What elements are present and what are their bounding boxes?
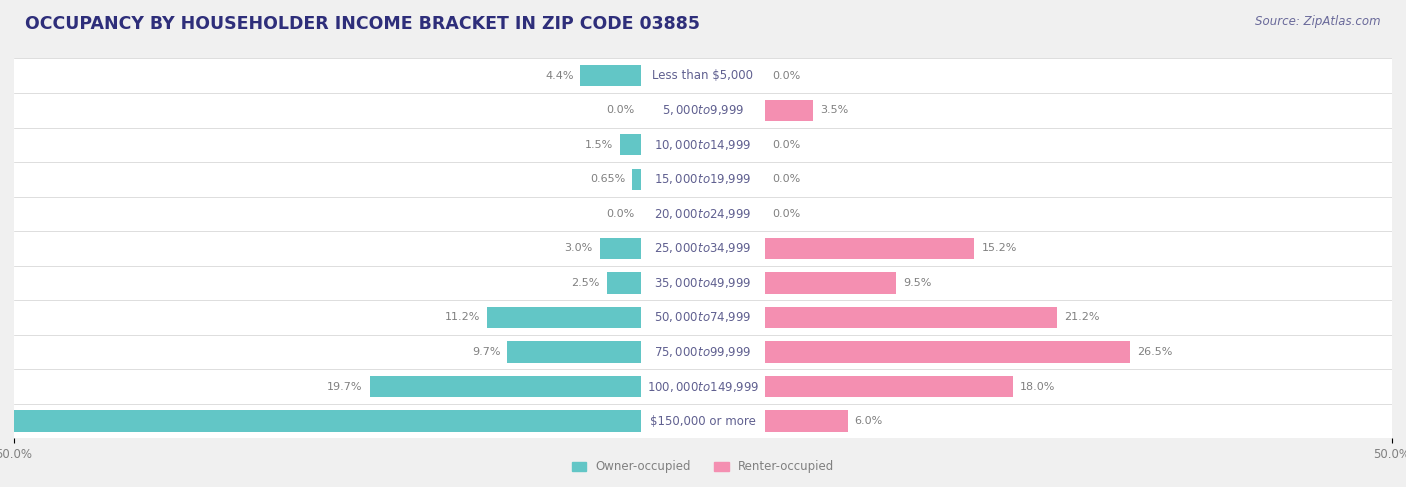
Bar	[581, 65, 641, 86]
Bar	[370, 376, 641, 397]
Text: $50,000 to $74,999: $50,000 to $74,999	[654, 310, 752, 324]
Bar	[606, 272, 641, 294]
Text: 0.0%: 0.0%	[606, 209, 634, 219]
Text: $5,000 to $9,999: $5,000 to $9,999	[662, 103, 744, 117]
Text: 15.2%: 15.2%	[981, 244, 1017, 253]
Text: 18.0%: 18.0%	[1019, 381, 1056, 392]
Bar	[14, 128, 1392, 162]
Bar	[14, 197, 1392, 231]
Bar	[486, 307, 641, 328]
Text: $75,000 to $99,999: $75,000 to $99,999	[654, 345, 752, 359]
Text: $15,000 to $19,999: $15,000 to $19,999	[654, 172, 752, 187]
Text: 9.5%: 9.5%	[903, 278, 931, 288]
Text: 0.65%: 0.65%	[591, 174, 626, 184]
Bar	[620, 134, 641, 155]
Bar	[765, 341, 1130, 363]
Text: 19.7%: 19.7%	[328, 381, 363, 392]
Bar	[14, 300, 1392, 335]
Text: $100,000 to $149,999: $100,000 to $149,999	[647, 379, 759, 393]
Bar	[14, 58, 1392, 93]
Text: 2.5%: 2.5%	[571, 278, 599, 288]
Text: 26.5%: 26.5%	[1137, 347, 1173, 357]
Bar	[14, 404, 1392, 438]
Bar	[765, 376, 1012, 397]
Text: Source: ZipAtlas.com: Source: ZipAtlas.com	[1256, 15, 1381, 28]
Bar	[14, 335, 1392, 369]
Bar	[633, 169, 641, 190]
Bar	[508, 341, 641, 363]
Text: 11.2%: 11.2%	[444, 313, 479, 322]
Bar	[765, 238, 974, 259]
Bar	[765, 272, 896, 294]
Text: OCCUPANCY BY HOUSEHOLDER INCOME BRACKET IN ZIP CODE 03885: OCCUPANCY BY HOUSEHOLDER INCOME BRACKET …	[25, 15, 700, 33]
Text: $10,000 to $14,999: $10,000 to $14,999	[654, 138, 752, 152]
Bar	[14, 265, 1392, 300]
Text: 3.0%: 3.0%	[565, 244, 593, 253]
Bar	[14, 93, 1392, 128]
Text: $25,000 to $34,999: $25,000 to $34,999	[654, 242, 752, 255]
Text: 0.0%: 0.0%	[772, 71, 800, 81]
Text: $20,000 to $24,999: $20,000 to $24,999	[654, 207, 752, 221]
Text: 0.0%: 0.0%	[772, 174, 800, 184]
Bar	[14, 231, 1392, 265]
Text: 1.5%: 1.5%	[585, 140, 613, 150]
Bar	[14, 369, 1392, 404]
Bar	[765, 307, 1057, 328]
Text: 0.0%: 0.0%	[606, 105, 634, 115]
Text: Less than $5,000: Less than $5,000	[652, 69, 754, 82]
Text: 3.5%: 3.5%	[820, 105, 848, 115]
Text: 4.4%: 4.4%	[546, 71, 574, 81]
Bar	[0, 411, 641, 432]
Text: $35,000 to $49,999: $35,000 to $49,999	[654, 276, 752, 290]
Legend: Owner-occupied, Renter-occupied: Owner-occupied, Renter-occupied	[567, 455, 839, 478]
Bar	[765, 411, 848, 432]
Text: 0.0%: 0.0%	[772, 140, 800, 150]
Bar	[765, 99, 813, 121]
Text: 6.0%: 6.0%	[855, 416, 883, 426]
Text: $150,000 or more: $150,000 or more	[650, 414, 756, 428]
Text: 9.7%: 9.7%	[472, 347, 501, 357]
Bar	[599, 238, 641, 259]
Bar	[14, 162, 1392, 197]
Text: 0.0%: 0.0%	[772, 209, 800, 219]
Text: 21.2%: 21.2%	[1064, 313, 1099, 322]
